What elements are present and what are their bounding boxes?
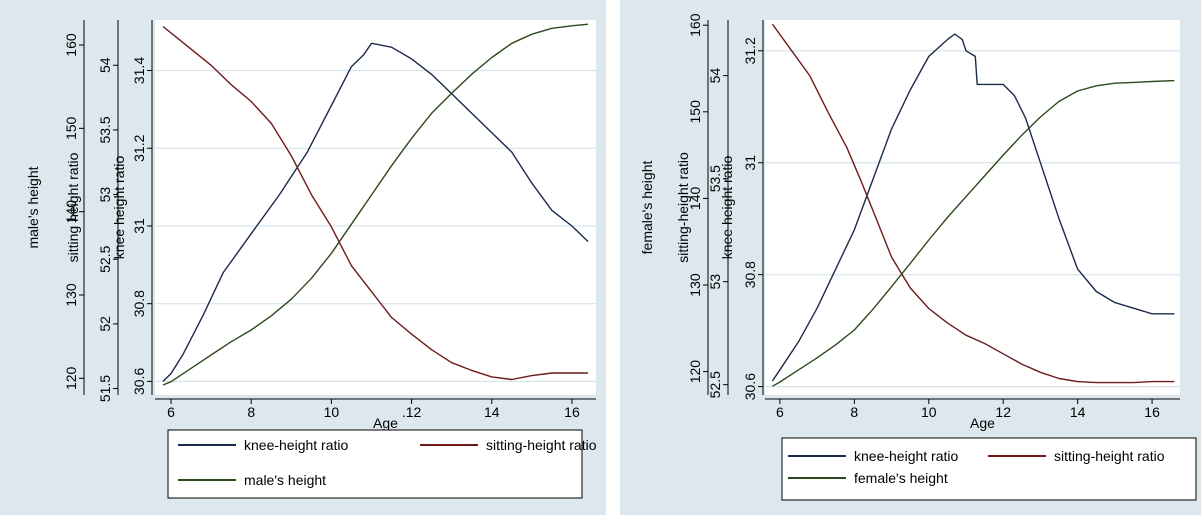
female-chart: 6 8 10 12 14 16 Age 120 130 140 150 160 female's hei… bbox=[639, 13, 1197, 501]
chart-panel-left: 6 8 10 .12 14 16 Age 120 130 140 150 160 male's heig… bbox=[0, 0, 606, 515]
y-tick-label-height: 130 bbox=[63, 283, 79, 307]
y-tick-label-height: 130 bbox=[687, 273, 703, 297]
y-tick-label-height: 160 bbox=[63, 33, 79, 57]
chart-panel-right: 6 8 10 12 14 16 Age 120 130 140 150 160 female's hei… bbox=[620, 0, 1201, 515]
series-line-1 bbox=[162, 25, 588, 381]
y-tick-label-knee: 30.6 bbox=[131, 368, 147, 395]
series-line-1 bbox=[771, 23, 1175, 384]
series-line-0 bbox=[771, 33, 1175, 382]
y-tick-label-sitting: 52.5 bbox=[707, 371, 723, 398]
x-tick-label: 14 bbox=[1070, 404, 1086, 420]
x-axis-title: Age bbox=[970, 415, 995, 431]
y-tick-label-sitting: 53.5 bbox=[707, 165, 723, 192]
y-tick-label-sitting: 52.5 bbox=[97, 245, 113, 272]
y-tick-label-sitting: 53 bbox=[707, 274, 723, 290]
y-tick-label-height: 140 bbox=[687, 187, 703, 211]
x-tick-label: 14 bbox=[484, 404, 500, 420]
y-tick-label-sitting: 52 bbox=[97, 316, 113, 332]
y-tick-label-height: 150 bbox=[63, 116, 79, 140]
y-tick-label-sitting: 51.5 bbox=[97, 375, 113, 402]
x-tick-label: 10 bbox=[324, 404, 340, 420]
legend-label-1: sitting-height ratio bbox=[486, 437, 597, 453]
x-tick-label: 8 bbox=[247, 404, 255, 420]
y-tick-label-knee: 30.6 bbox=[742, 373, 758, 400]
y-tick-label-height: 120 bbox=[687, 360, 703, 384]
legend-label-0: knee-height ratio bbox=[244, 437, 349, 453]
legend-box bbox=[167, 429, 583, 499]
y-tick-label-knee: 30.8 bbox=[742, 261, 758, 288]
legend-label-2: female's height bbox=[854, 470, 948, 486]
y-axis-title-height: female's height bbox=[639, 161, 655, 255]
y-tick-label-knee: 31.4 bbox=[131, 57, 147, 84]
x-tick-label: .12 bbox=[402, 404, 422, 420]
y-tick-label-height: 160 bbox=[687, 13, 703, 37]
series-line-0 bbox=[162, 42, 589, 382]
y-tick-label-height: 120 bbox=[63, 366, 79, 390]
y-tick-label-sitting: 54 bbox=[97, 57, 113, 73]
y-axis-title-knee: knee height ratio bbox=[111, 156, 127, 260]
y-tick-label-sitting: 54 bbox=[707, 68, 723, 84]
x-tick-label: 6 bbox=[167, 404, 175, 420]
y-tick-label-knee: 31 bbox=[742, 155, 758, 171]
y-tick-label-sitting: 53 bbox=[97, 187, 113, 203]
series-line-2 bbox=[772, 79, 1175, 387]
legend-label-0: knee-height ratio bbox=[854, 448, 959, 464]
x-tick-label: 10 bbox=[921, 404, 937, 420]
series-line-2 bbox=[162, 23, 589, 386]
x-tick-label: 6 bbox=[776, 404, 784, 420]
y-tick-label-height: 150 bbox=[687, 100, 703, 124]
y-tick-label-knee: 30.8 bbox=[131, 290, 147, 317]
legend-label-1: sitting-height ratio bbox=[1054, 448, 1165, 464]
x-tick-label: 8 bbox=[850, 404, 858, 420]
y-axis-title-knee: knee height ratio bbox=[719, 156, 735, 260]
y-axis-title-height: male's height bbox=[25, 166, 41, 248]
male-chart: 6 8 10 .12 14 16 Age 120 130 140 150 160 male's heig… bbox=[25, 20, 597, 499]
y-tick-label-sitting: 53.5 bbox=[97, 116, 113, 143]
x-axis-title: Age bbox=[373, 415, 398, 431]
plot-area bbox=[765, 20, 1180, 395]
y-tick-label-knee: 31 bbox=[131, 218, 147, 234]
y-tick-label-knee: 31.2 bbox=[131, 134, 147, 161]
y-axis-title-sitting: sitting-height ratio bbox=[675, 152, 691, 263]
x-tick-label: 16 bbox=[1144, 404, 1160, 420]
x-tick-label: 16 bbox=[564, 404, 580, 420]
y-axis-title-sitting: sitting height ratio bbox=[65, 152, 81, 262]
legend-label-2: male's height bbox=[244, 472, 326, 488]
legend-box bbox=[781, 437, 1197, 501]
plot-area bbox=[155, 20, 596, 395]
x-tick-label: 12 bbox=[995, 404, 1011, 420]
y-tick-label-height: 140 bbox=[63, 200, 79, 224]
y-tick-label-knee: 31.2 bbox=[742, 37, 758, 64]
